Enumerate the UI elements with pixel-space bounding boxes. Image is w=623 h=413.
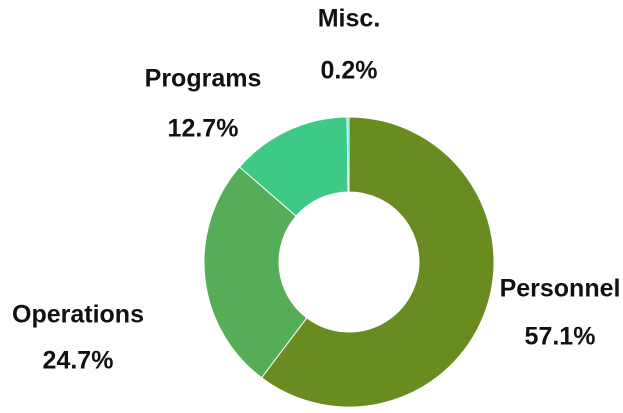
slice-value: 57.1% [525,323,596,351]
slice-label: Programs [145,65,262,93]
slice-value: 24.7% [43,347,114,375]
slice-label: Misc. [318,5,381,33]
slice-value: 12.7% [168,115,239,143]
donut-slice [260,116,495,408]
donut-slice [346,116,350,193]
slice-label: Personnel [500,275,621,303]
slice-value: 0.2% [321,57,378,85]
donut-slice [203,166,308,379]
slice-label: Operations [12,301,144,329]
